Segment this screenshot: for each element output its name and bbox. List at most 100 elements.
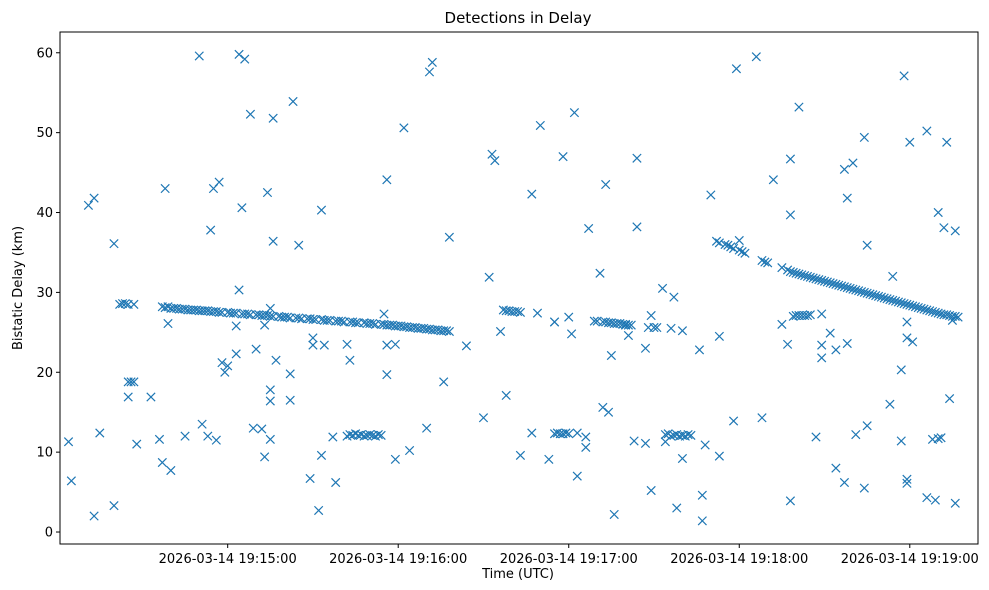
y-axis-ticks: 0 10 20 30 40 50 60 bbox=[36, 46, 60, 541]
data-point bbox=[714, 238, 724, 248]
data-point bbox=[797, 270, 807, 280]
data-point bbox=[922, 126, 932, 136]
data-point bbox=[444, 232, 454, 242]
data-point bbox=[740, 248, 750, 258]
data-point bbox=[811, 274, 821, 284]
data-point bbox=[214, 307, 224, 317]
data-point bbox=[768, 175, 778, 185]
data-point bbox=[760, 257, 770, 267]
data-point bbox=[723, 240, 733, 250]
data-point bbox=[859, 483, 869, 493]
data-point bbox=[825, 278, 835, 288]
data-point bbox=[322, 315, 332, 325]
data-point bbox=[720, 239, 730, 250]
data-point bbox=[950, 311, 960, 321]
data-point bbox=[231, 321, 241, 331]
data-point bbox=[686, 430, 696, 440]
data-point bbox=[260, 452, 270, 462]
data-point bbox=[839, 477, 850, 488]
data-point bbox=[950, 226, 960, 236]
data-point bbox=[211, 435, 221, 445]
data-point bbox=[800, 270, 810, 281]
data-point bbox=[660, 437, 670, 447]
data-point bbox=[146, 392, 156, 402]
data-point bbox=[910, 302, 921, 312]
data-point bbox=[527, 189, 537, 199]
data-point bbox=[248, 423, 258, 433]
data-point bbox=[871, 290, 881, 301]
data-point bbox=[782, 339, 793, 349]
data-point bbox=[251, 344, 261, 354]
data-point bbox=[314, 505, 324, 516]
data-point bbox=[862, 288, 872, 298]
data-point bbox=[572, 471, 582, 481]
data-point bbox=[424, 67, 435, 77]
data-point bbox=[916, 303, 926, 313]
data-point bbox=[234, 285, 244, 295]
data-point bbox=[757, 255, 767, 266]
data-point bbox=[527, 428, 537, 438]
data-point bbox=[817, 309, 827, 319]
chart-title: Detections in Delay bbox=[445, 9, 592, 27]
data-point bbox=[120, 298, 130, 309]
data-point bbox=[700, 440, 710, 450]
data-point bbox=[930, 307, 940, 317]
data-point bbox=[549, 317, 560, 327]
data-point bbox=[308, 333, 318, 343]
data-point bbox=[848, 284, 858, 294]
data-point bbox=[379, 309, 389, 319]
data-point bbox=[862, 421, 872, 431]
data-point bbox=[305, 473, 315, 484]
data-point bbox=[785, 154, 796, 164]
data-point bbox=[859, 287, 869, 298]
data-point bbox=[461, 341, 472, 351]
data-point bbox=[839, 282, 850, 292]
data-point bbox=[240, 54, 250, 64]
data-point bbox=[535, 120, 545, 131]
data-point bbox=[640, 343, 651, 353]
data-point bbox=[163, 318, 173, 329]
data-point bbox=[913, 302, 923, 313]
data-point bbox=[794, 269, 804, 279]
data-point bbox=[132, 439, 142, 449]
data-point bbox=[669, 292, 679, 302]
data-point bbox=[623, 330, 634, 341]
data-point bbox=[427, 57, 437, 67]
data-point bbox=[350, 318, 361, 328]
data-point bbox=[180, 431, 190, 441]
data-point bbox=[666, 323, 676, 333]
data-point bbox=[825, 328, 835, 338]
data-point bbox=[439, 377, 449, 387]
data-point bbox=[888, 295, 898, 306]
data-point bbox=[544, 454, 554, 464]
data-point bbox=[265, 303, 275, 313]
data-point bbox=[777, 263, 787, 273]
data-point bbox=[782, 265, 793, 275]
y-tick-label: 30 bbox=[36, 286, 53, 301]
data-point bbox=[933, 308, 943, 318]
data-point bbox=[814, 274, 824, 285]
data-point bbox=[231, 349, 241, 359]
data-point bbox=[896, 365, 906, 375]
y-tick-label: 40 bbox=[36, 206, 53, 221]
data-point bbox=[223, 361, 233, 371]
data-point bbox=[515, 450, 526, 460]
y-axis-label: Bistatic Delay (km) bbox=[11, 226, 26, 350]
data-point bbox=[936, 433, 946, 443]
data-point bbox=[734, 235, 744, 246]
data-point bbox=[328, 432, 338, 442]
data-point bbox=[834, 280, 844, 290]
y-tick-label: 10 bbox=[36, 446, 53, 461]
data-point bbox=[802, 310, 813, 321]
data-point bbox=[714, 331, 724, 341]
data-point bbox=[939, 223, 949, 233]
data-point bbox=[694, 345, 705, 355]
data-point bbox=[944, 394, 955, 404]
data-point bbox=[262, 187, 273, 198]
data-point bbox=[714, 451, 724, 461]
data-point bbox=[376, 430, 386, 440]
data-point bbox=[484, 272, 494, 282]
data-point bbox=[268, 113, 278, 123]
data-point bbox=[902, 333, 912, 343]
data-point bbox=[902, 299, 912, 309]
